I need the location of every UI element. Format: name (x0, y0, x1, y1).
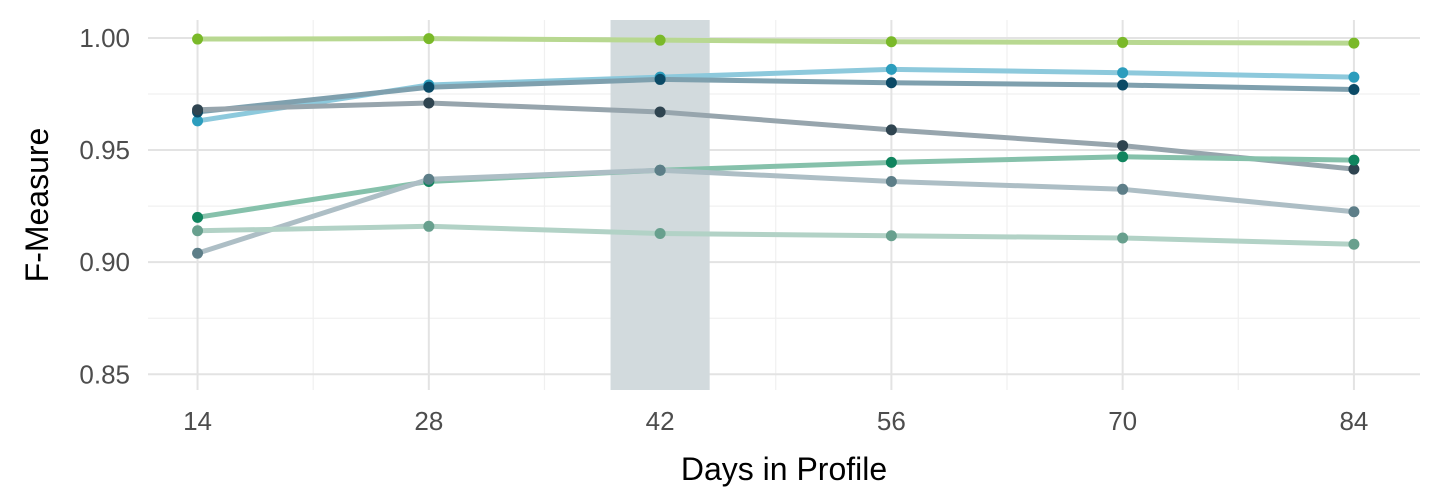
series-3-point (654, 73, 666, 85)
x-tick-label: 56 (877, 406, 906, 436)
series-lines (195, 36, 1357, 256)
series-4-point (1348, 163, 1360, 175)
series-line-1 (195, 36, 1357, 46)
series-2-point (1348, 71, 1360, 83)
series-6-point (654, 164, 666, 176)
series-4-point (1117, 140, 1129, 152)
series-1-point (1348, 37, 1360, 49)
series-line-3 (195, 76, 1357, 115)
series-1-point (423, 33, 435, 45)
series-4-point (192, 104, 204, 116)
y-tick-label: 0.85 (79, 359, 130, 389)
series-4-point (885, 124, 897, 136)
x-tick-label: 42 (646, 406, 675, 436)
y-tick-label: 0.90 (79, 247, 130, 277)
series-2-point (1117, 67, 1129, 79)
series-1-point (654, 34, 666, 46)
y-tick-label: 1.00 (79, 23, 130, 53)
series-3-point (1348, 84, 1360, 96)
series-6-point (423, 173, 435, 185)
series-line-5 (195, 154, 1357, 220)
series-7-point (885, 230, 897, 242)
series-2-point (885, 63, 897, 75)
series-7-point (1117, 232, 1129, 244)
x-tick-label: 14 (183, 406, 212, 436)
x-tick-label: 84 (1339, 406, 1368, 436)
series-5-point (885, 156, 897, 168)
series-5-point (192, 211, 204, 223)
series-4-point (423, 97, 435, 109)
x-axis-ticks: 14 28 42 56 70 84 (183, 406, 1368, 436)
x-axis-title: Days in Profile (681, 451, 887, 487)
series-line-7 (195, 223, 1357, 247)
series-7-point (654, 227, 666, 239)
y-axis-ticks: 0.85 0.90 0.95 1.00 (79, 23, 130, 389)
series-7-point (423, 220, 435, 232)
series-6-point (885, 175, 897, 187)
series-2-point (192, 115, 204, 127)
y-axis-title: F-Measure (19, 128, 55, 283)
x-tick-label: 28 (414, 406, 443, 436)
series-3-point (423, 81, 435, 93)
x-tick-label: 70 (1108, 406, 1137, 436)
series-6-point (1348, 206, 1360, 218)
series-7-point (1348, 238, 1360, 250)
series-5-point (1348, 154, 1360, 166)
series-6-point (192, 247, 204, 259)
series-line-6 (195, 167, 1357, 256)
series-5-point (1117, 151, 1129, 163)
series-1-point (1117, 36, 1129, 48)
series-1-point (885, 36, 897, 48)
series-4-point (654, 106, 666, 118)
y-tick-label: 0.95 (79, 135, 130, 165)
series-1-point (192, 33, 204, 45)
series-line-4 (195, 100, 1357, 172)
series-7-point (192, 225, 204, 237)
series-3-point (885, 77, 897, 89)
series-3-point (1117, 79, 1129, 91)
series-6-point (1117, 183, 1129, 195)
series-points (192, 33, 1360, 259)
